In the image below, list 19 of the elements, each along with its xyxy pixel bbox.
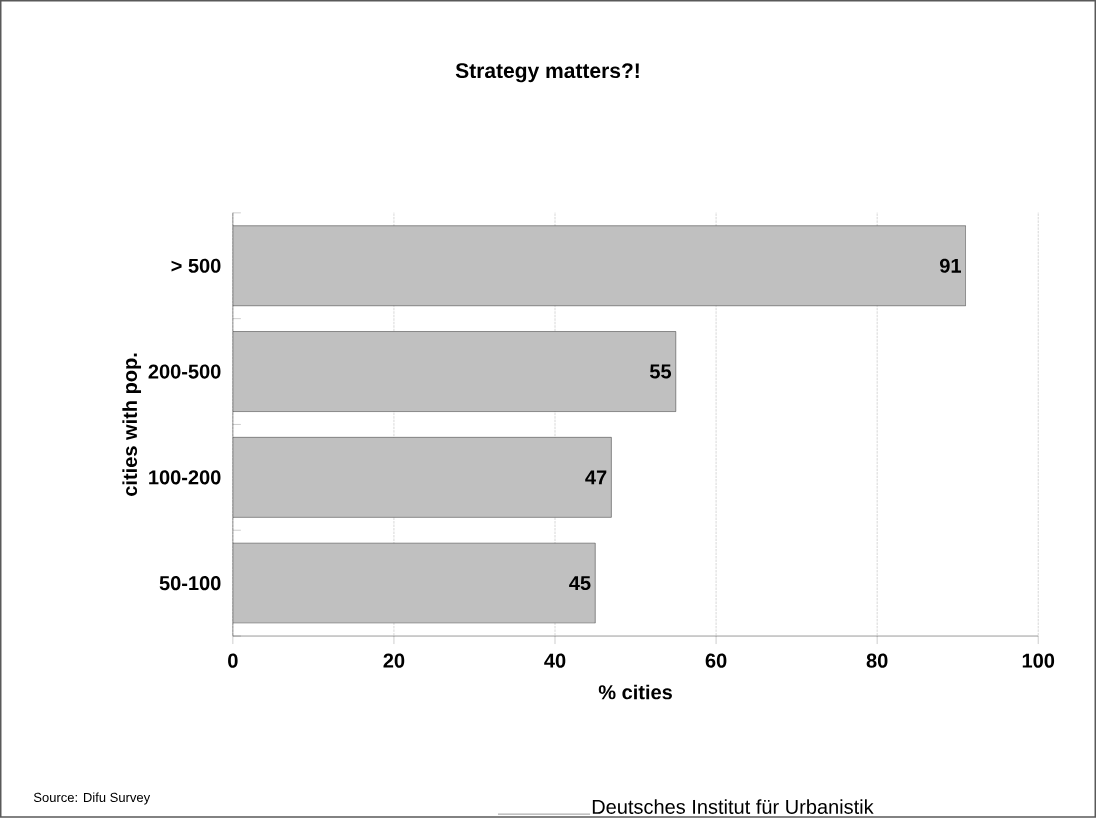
- chart-title: Strategy matters?!: [455, 63, 639, 83]
- x-tick-label: 0: [228, 653, 238, 668]
- x-tick-label: 20: [383, 653, 405, 668]
- data-label: 45: [569, 576, 591, 591]
- y-tick-label: > 500: [171, 258, 221, 273]
- x-axis-title: % cities: [598, 684, 672, 700]
- data-label: 47: [585, 470, 607, 485]
- y-tick-label: 200-500: [148, 364, 221, 379]
- source-note: Source: Difu Survey: [33, 792, 151, 805]
- y-tick-label: 100-200: [149, 470, 221, 485]
- x-tick-label: 40: [544, 653, 566, 668]
- x-tick-label: 100: [1022, 653, 1055, 668]
- data-label: 91: [939, 258, 961, 273]
- text: Deutsches Institut für Urbanistik: [592, 799, 874, 814]
- y-tick-label: 50-100: [159, 576, 221, 591]
- x-tick-label: 80: [866, 653, 888, 668]
- y-axis-title: cities with pop.: [122, 353, 142, 496]
- x-tick-label: 60: [705, 653, 727, 668]
- data-label: 55: [649, 364, 672, 379]
